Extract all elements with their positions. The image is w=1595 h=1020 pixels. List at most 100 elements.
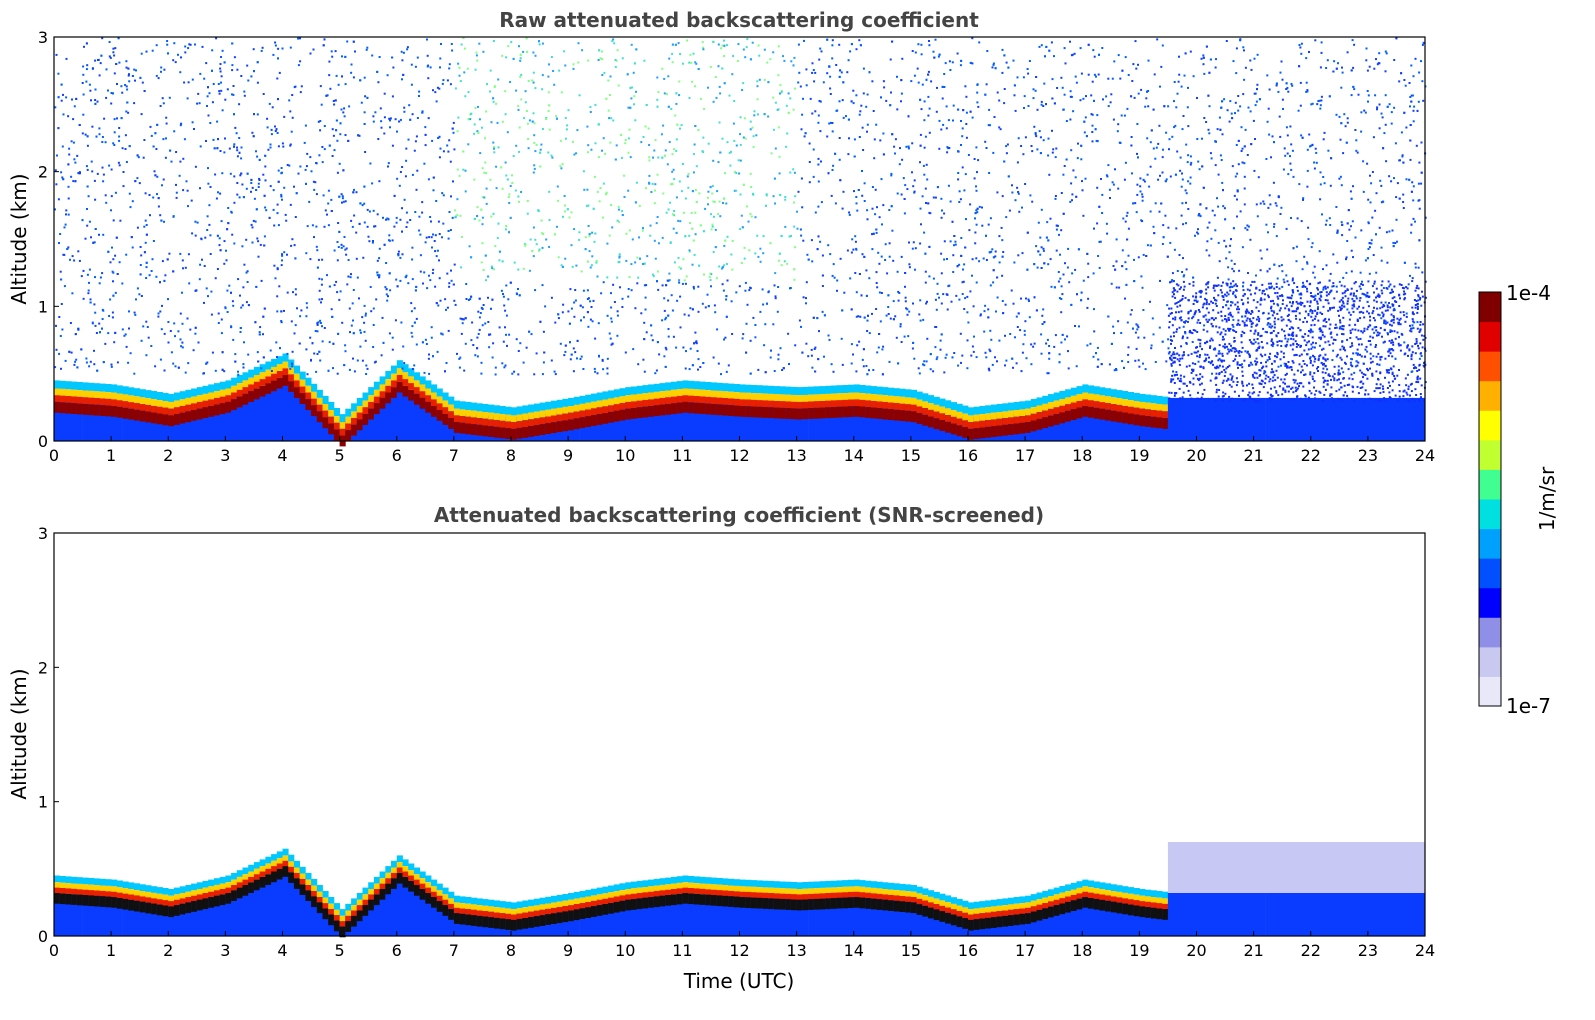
noise-speck: [226, 289, 229, 292]
noise-speck: [280, 321, 283, 324]
noise-speck: [1277, 304, 1280, 307]
noise-speck: [1369, 343, 1372, 346]
heatmap-cell: [442, 400, 449, 408]
heatmap-cell: [1213, 397, 1220, 441]
heatmap-cell: [859, 401, 866, 441]
noise-speck: [688, 61, 691, 64]
heatmap-cell: [905, 404, 912, 441]
noise-speck: [1196, 97, 1198, 99]
noise-speck: [72, 180, 75, 183]
heatmap-cell: [1379, 397, 1386, 441]
noise-speck: [1403, 79, 1406, 81]
noise-speck: [84, 237, 87, 240]
noise-speck: [415, 188, 418, 191]
noise-speck: [503, 366, 506, 369]
heatmap-cell: [545, 401, 552, 410]
heatmap-cell: [94, 391, 101, 398]
noise-speck: [414, 65, 417, 68]
noise-speck: [1335, 206, 1338, 208]
noise-speck: [624, 142, 627, 145]
noise-speck: [272, 53, 275, 56]
heatmap-cell: [876, 394, 883, 402]
noise-speck: [434, 285, 437, 288]
noise-speck: [501, 187, 504, 190]
noise-speck: [1376, 106, 1379, 109]
noise-speck: [1098, 266, 1101, 269]
noise-speck: [1286, 134, 1289, 137]
noise-speck: [1036, 266, 1039, 269]
noise-speck: [572, 67, 575, 70]
noise-speck: [194, 43, 196, 46]
heatmap-cell: [1099, 403, 1106, 441]
noise-speck: [161, 304, 163, 307]
noise-speck: [1257, 176, 1260, 179]
noise-speck: [682, 211, 685, 214]
noise-speck: [1318, 344, 1321, 347]
heatmap-cell: [591, 393, 598, 402]
noise-speck: [1314, 147, 1317, 150]
noise-speck: [929, 212, 932, 215]
heatmap-cell: [265, 369, 272, 377]
heatmap-cell: [968, 407, 975, 416]
noise-speck: [996, 296, 999, 299]
noise-speck: [1367, 248, 1370, 250]
heatmap-cell: [693, 381, 700, 390]
noise-speck: [726, 141, 729, 144]
heatmap-cell: [1076, 394, 1083, 401]
noise-speck: [259, 326, 262, 329]
heatmap-cell: [556, 421, 563, 433]
heatmap-cell: [779, 407, 786, 419]
noise-speck: [850, 362, 853, 365]
noise-speck: [1353, 88, 1356, 91]
noise-speck: [694, 85, 696, 88]
noise-speck: [714, 228, 717, 231]
heatmap-cell: [613, 397, 620, 405]
noise-speck: [421, 201, 424, 204]
heatmap-cell: [985, 405, 992, 414]
noise-speck: [252, 48, 255, 51]
noise-speck: [276, 212, 279, 215]
noise-speck: [725, 263, 728, 265]
noise-speck: [194, 234, 197, 237]
noise-speck: [1279, 71, 1282, 74]
noise-speck: [1136, 123, 1139, 125]
noise-speck: [1096, 222, 1099, 225]
heatmap-cell: [1105, 396, 1112, 403]
noise-speck: [206, 361, 209, 364]
noise-speck: [1154, 361, 1157, 363]
noise-speck: [251, 131, 254, 134]
noise-speck: [1217, 173, 1220, 176]
heatmap-cell: [448, 396, 455, 405]
noise-speck: [364, 312, 367, 315]
noise-speck: [1168, 138, 1171, 141]
noise-speck: [526, 212, 529, 215]
heatmap-cell: [105, 384, 112, 393]
noise-speck: [959, 64, 962, 67]
noise-speck: [492, 342, 495, 345]
heatmap-cell: [488, 426, 495, 437]
noise-speck: [1176, 150, 1179, 153]
noise-speck: [527, 147, 530, 150]
noise-speck: [1131, 80, 1134, 82]
heatmap-cell: [1088, 393, 1095, 401]
heatmap-cell: [910, 411, 917, 423]
noise-speck: [281, 198, 283, 201]
noise-speck: [1086, 344, 1089, 347]
noise-speck: [1138, 365, 1141, 368]
noise-speck: [343, 236, 346, 238]
noise-speck: [1152, 333, 1155, 336]
noise-speck: [274, 125, 276, 128]
noise-speck: [1023, 95, 1026, 98]
noise-speck: [1378, 52, 1381, 55]
noise-speck: [1390, 111, 1393, 114]
noise-speck: [359, 329, 362, 332]
noise-speck: [181, 291, 183, 294]
noise-speck: [618, 221, 621, 224]
heatmap-cell: [773, 407, 780, 419]
noise-speck: [606, 314, 609, 317]
noise-speck: [1032, 88, 1035, 91]
noise-speck: [1349, 313, 1352, 316]
heatmap-cell: [556, 414, 563, 422]
heatmap-cell: [682, 388, 689, 396]
noise-speck: [752, 316, 755, 319]
